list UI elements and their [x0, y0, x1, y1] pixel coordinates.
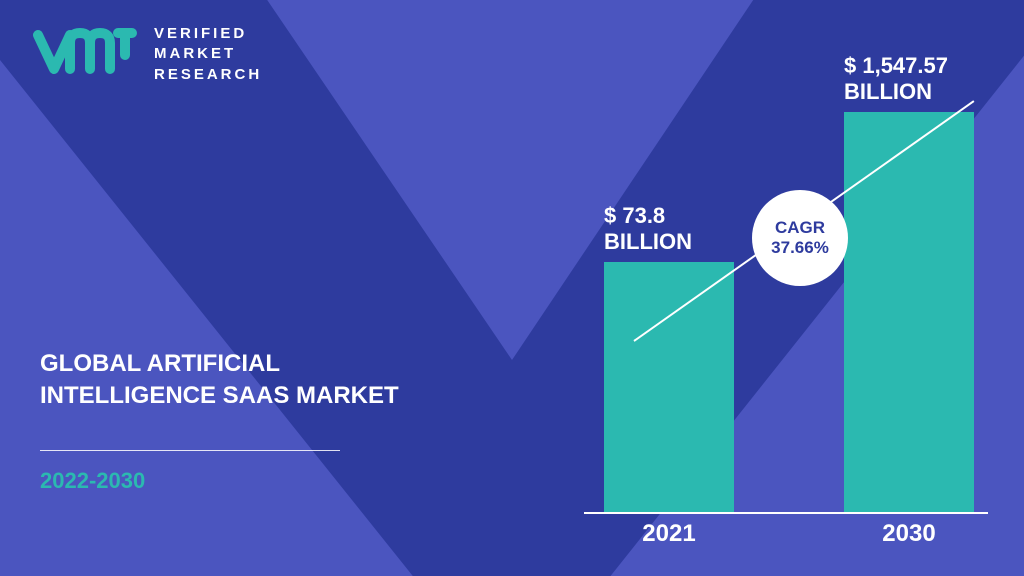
- year-label: 2021: [604, 520, 734, 548]
- forecast-period: 2022-2030: [40, 468, 145, 494]
- value-line: $ 73.8: [604, 203, 692, 228]
- brand-name: VERIFIED MARKET RESEARCH: [154, 24, 262, 85]
- infographic-canvas: VERIFIED MARKET RESEARCH GLOBAL ARTIFICI…: [0, 0, 1024, 576]
- title-divider: [40, 450, 340, 451]
- value-line: $ 1,547.57: [844, 53, 948, 78]
- logo-mark-icon: [32, 25, 140, 83]
- x-axis-line: [584, 512, 988, 514]
- cagr-badge: CAGR37.66%: [752, 190, 848, 286]
- bar-value-label: $ 1,547.57BILLION: [844, 53, 948, 104]
- title-line: INTELLIGENCE SAAS MARKET: [40, 380, 399, 412]
- bar-value-label: $ 73.8BILLION: [604, 203, 692, 254]
- bar-chart: $ 73.8BILLION2021$ 1,547.57BILLION2030CA…: [544, 0, 1024, 576]
- brand-line: MARKET: [154, 44, 262, 64]
- brand-line: RESEARCH: [154, 65, 262, 85]
- year-label: 2030: [844, 520, 974, 548]
- bar-2021: [604, 262, 734, 512]
- brand-line: VERIFIED: [154, 24, 262, 44]
- value-line: BILLION: [844, 79, 948, 104]
- cagr-label: CAGR: [775, 218, 825, 238]
- brand-logo: VERIFIED MARKET RESEARCH: [32, 24, 262, 85]
- cagr-value: 37.66%: [771, 238, 829, 258]
- value-line: BILLION: [604, 229, 692, 254]
- bar-2030: [844, 112, 974, 512]
- chart-title: GLOBAL ARTIFICIAL INTELLIGENCE SAAS MARK…: [40, 348, 399, 413]
- title-line: GLOBAL ARTIFICIAL: [40, 348, 399, 380]
